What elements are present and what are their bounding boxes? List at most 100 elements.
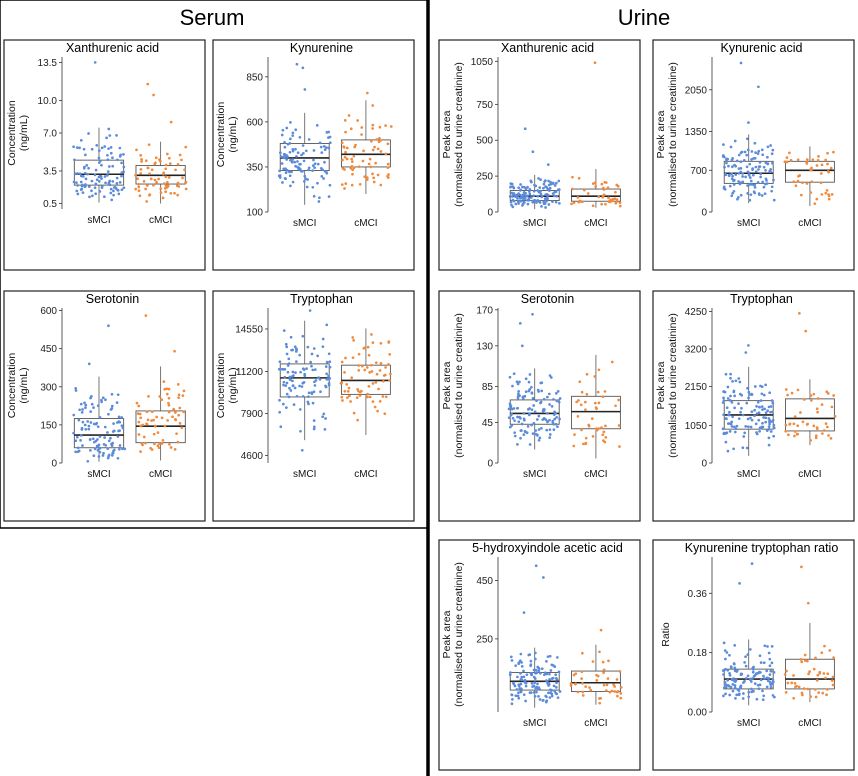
data-point (140, 160, 143, 163)
data-point (745, 153, 749, 157)
y-tick-label: 600 (40, 306, 57, 317)
data-point (154, 161, 157, 165)
x-tick-label: cMCI (354, 218, 377, 229)
data-point (533, 681, 537, 685)
data-point (799, 193, 803, 197)
data-point (768, 420, 771, 424)
data-point (280, 162, 284, 165)
data-point (294, 371, 297, 374)
y-tick-label: 3200 (685, 344, 708, 355)
data-point (606, 186, 610, 190)
data-point (100, 146, 104, 150)
data-point (754, 165, 758, 169)
y-tick-label: 4250 (685, 307, 708, 318)
data-point (137, 189, 141, 193)
data-point (76, 184, 79, 187)
data-point (522, 411, 526, 415)
data-point (740, 406, 743, 410)
data-point (746, 184, 749, 187)
data-point (387, 173, 390, 176)
x-tick-label: cMCI (149, 469, 172, 480)
data-point (728, 653, 731, 657)
data-point (511, 698, 514, 701)
data-point (142, 435, 146, 439)
data-point (752, 668, 755, 671)
data-point (605, 683, 609, 687)
data-point (378, 369, 382, 372)
data-point (722, 686, 726, 690)
data-point (350, 157, 353, 161)
data-point (794, 184, 798, 188)
data-point (278, 169, 282, 173)
data-point (301, 334, 305, 338)
data-point (540, 389, 544, 393)
data-point (589, 688, 593, 692)
data-point (139, 424, 142, 428)
data-point (386, 166, 390, 169)
y-axis-label: (ng/mL) (227, 116, 239, 152)
data-point (733, 406, 736, 410)
data-point (824, 158, 828, 162)
data-point (283, 375, 287, 379)
data-point (796, 388, 800, 392)
x-tick-label: sMCI (523, 218, 546, 229)
data-point (108, 134, 112, 137)
data-point (602, 188, 606, 191)
series-cMCI (784, 311, 837, 446)
data-point (743, 431, 747, 435)
data-point (755, 697, 759, 701)
data-point (144, 159, 148, 163)
data-point (534, 184, 538, 188)
data-point (726, 422, 730, 425)
data-point (756, 152, 760, 155)
data-point (109, 408, 113, 411)
outlier-point (523, 127, 527, 131)
data-point (594, 185, 597, 188)
data-point (369, 165, 373, 169)
data-point (761, 425, 765, 429)
data-point (526, 198, 529, 202)
data-point (538, 436, 542, 440)
data-point (553, 184, 557, 187)
data-point (555, 415, 558, 419)
data-point (796, 179, 800, 183)
data-point (739, 151, 743, 155)
data-point (74, 439, 78, 443)
data-point (536, 665, 540, 669)
data-point (328, 360, 332, 364)
x-tick-label: sMCI (737, 469, 760, 480)
data-point (799, 411, 802, 414)
data-point (741, 175, 744, 178)
data-point (110, 404, 114, 408)
data-point (284, 177, 287, 181)
data-point (516, 406, 520, 410)
panel-serum-tryptophan: Tryptophan460079001120014550Concentratio… (212, 290, 415, 522)
data-point (558, 417, 561, 421)
data-point (555, 399, 559, 403)
y-axis-label: (ng/mL) (227, 367, 239, 403)
series-sMCI (72, 324, 127, 463)
data-point (597, 195, 600, 199)
outlier-point (169, 120, 173, 124)
data-point (751, 677, 754, 680)
data-point (531, 396, 535, 400)
data-point (537, 669, 541, 673)
data-point (793, 434, 796, 438)
data-point (556, 390, 560, 393)
data-point (731, 379, 734, 383)
data-point (794, 430, 797, 433)
data-point (112, 449, 115, 453)
data-point (325, 171, 329, 175)
data-point (519, 199, 523, 203)
data-point (278, 151, 282, 155)
data-point (758, 405, 761, 409)
data-point (357, 352, 361, 356)
data-point (765, 429, 769, 433)
data-point (827, 434, 830, 437)
data-point (726, 385, 730, 389)
data-point (551, 200, 554, 203)
data-point (365, 366, 369, 369)
data-point (285, 158, 289, 161)
data-point (78, 408, 81, 412)
data-point (313, 368, 317, 371)
